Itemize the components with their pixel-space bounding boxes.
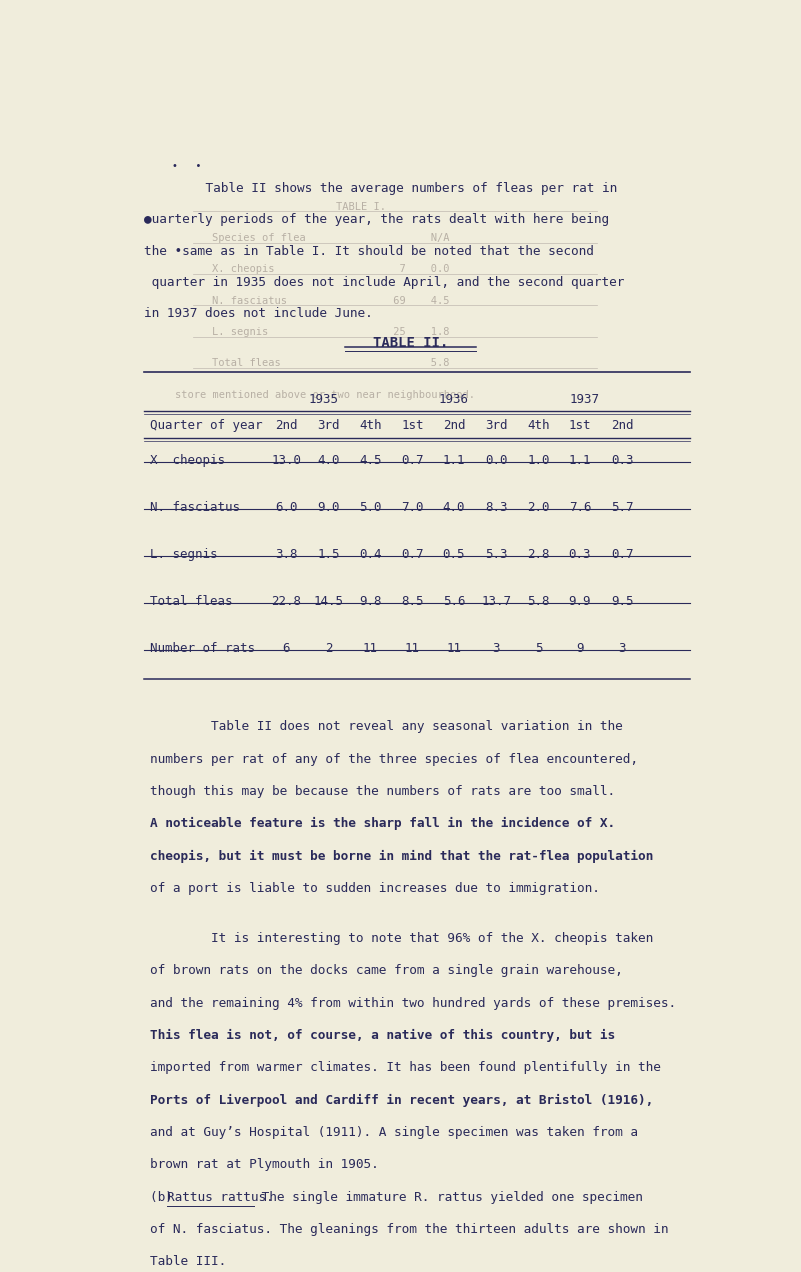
Text: 1937: 1937 bbox=[570, 393, 599, 406]
Text: X  cheopis: X cheopis bbox=[150, 454, 225, 467]
Text: 3: 3 bbox=[493, 642, 500, 655]
Text: L. segnis: L. segnis bbox=[150, 548, 217, 561]
Text: N. fasciatus                 69    4.5: N. fasciatus 69 4.5 bbox=[211, 295, 449, 305]
Text: Number of rats: Number of rats bbox=[150, 642, 255, 655]
Text: Rattus rattus.: Rattus rattus. bbox=[167, 1191, 274, 1203]
Text: (b): (b) bbox=[150, 1191, 180, 1203]
Text: 4.0: 4.0 bbox=[317, 454, 340, 467]
Text: 2: 2 bbox=[325, 642, 332, 655]
Text: Table II shows the average numbers of fleas per rat in: Table II shows the average numbers of fl… bbox=[175, 182, 617, 195]
Text: 5.8: 5.8 bbox=[527, 595, 549, 608]
Text: 4th: 4th bbox=[359, 418, 381, 431]
Text: 2nd: 2nd bbox=[443, 418, 465, 431]
Text: brown rat at Plymouth in 1905.: brown rat at Plymouth in 1905. bbox=[150, 1159, 379, 1172]
Text: Total fleas                        5.8: Total fleas 5.8 bbox=[211, 359, 449, 369]
Text: Ports of Liverpool and Cardiff in recent years, at Bristol (1916),: Ports of Liverpool and Cardiff in recent… bbox=[150, 1094, 653, 1107]
Text: cheopis, but it must be borne in mind that the rat-flea population: cheopis, but it must be borne in mind th… bbox=[150, 850, 653, 862]
Text: 1.5: 1.5 bbox=[317, 548, 340, 561]
Text: 9: 9 bbox=[576, 642, 584, 655]
Text: of brown rats on the docks came from a single grain warehouse,: of brown rats on the docks came from a s… bbox=[150, 964, 622, 977]
Text: 13.0: 13.0 bbox=[272, 454, 301, 467]
Text: Table II does not reveal any seasonal variation in the: Table II does not reveal any seasonal va… bbox=[150, 720, 622, 734]
Text: 0.5: 0.5 bbox=[443, 548, 465, 561]
Text: 9.0: 9.0 bbox=[317, 501, 340, 514]
Text: 7.0: 7.0 bbox=[401, 501, 424, 514]
Text: Quarter of year: Quarter of year bbox=[150, 418, 262, 431]
Text: 5.0: 5.0 bbox=[359, 501, 381, 514]
Text: 2.8: 2.8 bbox=[527, 548, 549, 561]
Text: 0.4: 0.4 bbox=[359, 548, 381, 561]
Text: 7.6: 7.6 bbox=[569, 501, 591, 514]
Text: 1935: 1935 bbox=[308, 393, 339, 406]
Text: of a port is liable to sudden increases due to immigration.: of a port is liable to sudden increases … bbox=[150, 881, 600, 895]
Text: 0.3: 0.3 bbox=[611, 454, 634, 467]
Text: X. cheopis                    7    0.0: X. cheopis 7 0.0 bbox=[211, 265, 449, 275]
Text: 4th: 4th bbox=[527, 418, 549, 431]
Text: 1st: 1st bbox=[569, 418, 591, 431]
Text: Species of flea                    N/A: Species of flea N/A bbox=[211, 233, 449, 243]
Text: imported from warmer climates. It has been found plentifully in the: imported from warmer climates. It has be… bbox=[150, 1061, 661, 1075]
Text: 3rd: 3rd bbox=[485, 418, 507, 431]
Text: 3: 3 bbox=[618, 642, 626, 655]
Text: 1936: 1936 bbox=[439, 393, 469, 406]
Text: store mentioned above or two near neighbourhood.: store mentioned above or two near neighb… bbox=[175, 389, 475, 399]
Text: 5: 5 bbox=[534, 642, 542, 655]
Text: 6: 6 bbox=[283, 642, 290, 655]
Text: and the remaining 4% from within two hundred yards of these premises.: and the remaining 4% from within two hun… bbox=[150, 997, 676, 1010]
Text: TABLE I.: TABLE I. bbox=[336, 201, 386, 211]
Text: It is interesting to note that 96% of the X. cheopis taken: It is interesting to note that 96% of th… bbox=[150, 932, 653, 945]
Text: 9.9: 9.9 bbox=[569, 595, 591, 608]
Text: L. segnis                    25    1.8: L. segnis 25 1.8 bbox=[211, 327, 449, 337]
Text: 4.5: 4.5 bbox=[359, 454, 381, 467]
Text: 6.0: 6.0 bbox=[275, 501, 298, 514]
Text: 4.0: 4.0 bbox=[443, 501, 465, 514]
Text: 11: 11 bbox=[446, 642, 461, 655]
Text: TABLE II.: TABLE II. bbox=[372, 336, 449, 350]
Text: of N. fasciatus. The gleanings from the thirteen adults are shown in: of N. fasciatus. The gleanings from the … bbox=[150, 1222, 668, 1236]
Text: 1.1: 1.1 bbox=[569, 454, 591, 467]
Text: quarter in 1935 does not include April, and the second quarter: quarter in 1935 does not include April, … bbox=[143, 276, 624, 289]
Text: 0.7: 0.7 bbox=[401, 548, 424, 561]
Text: 2.0: 2.0 bbox=[527, 501, 549, 514]
Text: 2nd: 2nd bbox=[611, 418, 634, 431]
Text: ●uarterly periods of the year, the rats dealt with here being: ●uarterly periods of the year, the rats … bbox=[143, 214, 609, 226]
Text: 13.7: 13.7 bbox=[481, 595, 511, 608]
Text: though this may be because the numbers of rats are too small.: though this may be because the numbers o… bbox=[150, 785, 615, 798]
Text: 8.3: 8.3 bbox=[485, 501, 507, 514]
Text: 0.0: 0.0 bbox=[485, 454, 507, 467]
Text: •   •: • • bbox=[171, 162, 201, 172]
Text: 14.5: 14.5 bbox=[313, 595, 344, 608]
Text: 3rd: 3rd bbox=[317, 418, 340, 431]
Text: 5.3: 5.3 bbox=[485, 548, 507, 561]
Text: 0.7: 0.7 bbox=[611, 548, 634, 561]
Text: This flea is not, of course, a native of this country, but is: This flea is not, of course, a native of… bbox=[150, 1029, 615, 1042]
Text: in 1937 does not include June.: in 1937 does not include June. bbox=[143, 308, 372, 321]
Text: 0.7: 0.7 bbox=[401, 454, 424, 467]
Text: 1st: 1st bbox=[401, 418, 424, 431]
Text: 9.5: 9.5 bbox=[611, 595, 634, 608]
Text: A noticeable feature is the sharp fall in the incidence of X.: A noticeable feature is the sharp fall i… bbox=[150, 818, 615, 831]
Text: 1.0: 1.0 bbox=[527, 454, 549, 467]
Text: 22.8: 22.8 bbox=[272, 595, 301, 608]
Text: numbers per rat of any of the three species of flea encountered,: numbers per rat of any of the three spec… bbox=[150, 753, 638, 766]
Text: 11: 11 bbox=[363, 642, 377, 655]
Text: 11: 11 bbox=[405, 642, 420, 655]
Text: and at Guy’s Hospital (1911). A single specimen was taken from a: and at Guy’s Hospital (1911). A single s… bbox=[150, 1126, 638, 1138]
Text: Total fleas: Total fleas bbox=[150, 595, 232, 608]
Text: 1.1: 1.1 bbox=[443, 454, 465, 467]
Text: N. fasciatus: N. fasciatus bbox=[150, 501, 239, 514]
Text: 5.6: 5.6 bbox=[443, 595, 465, 608]
Text: the •same as in Table I. It should be noted that the second: the •same as in Table I. It should be no… bbox=[143, 244, 594, 258]
Text: 0.3: 0.3 bbox=[569, 548, 591, 561]
Text: 9.8: 9.8 bbox=[359, 595, 381, 608]
Text: The single immature R. rattus yielded one specimen: The single immature R. rattus yielded on… bbox=[254, 1191, 643, 1203]
Text: Table III.: Table III. bbox=[150, 1255, 226, 1268]
Text: 8.5: 8.5 bbox=[401, 595, 424, 608]
Text: 5.7: 5.7 bbox=[611, 501, 634, 514]
Text: 2nd: 2nd bbox=[275, 418, 298, 431]
Text: 3.8: 3.8 bbox=[275, 548, 298, 561]
